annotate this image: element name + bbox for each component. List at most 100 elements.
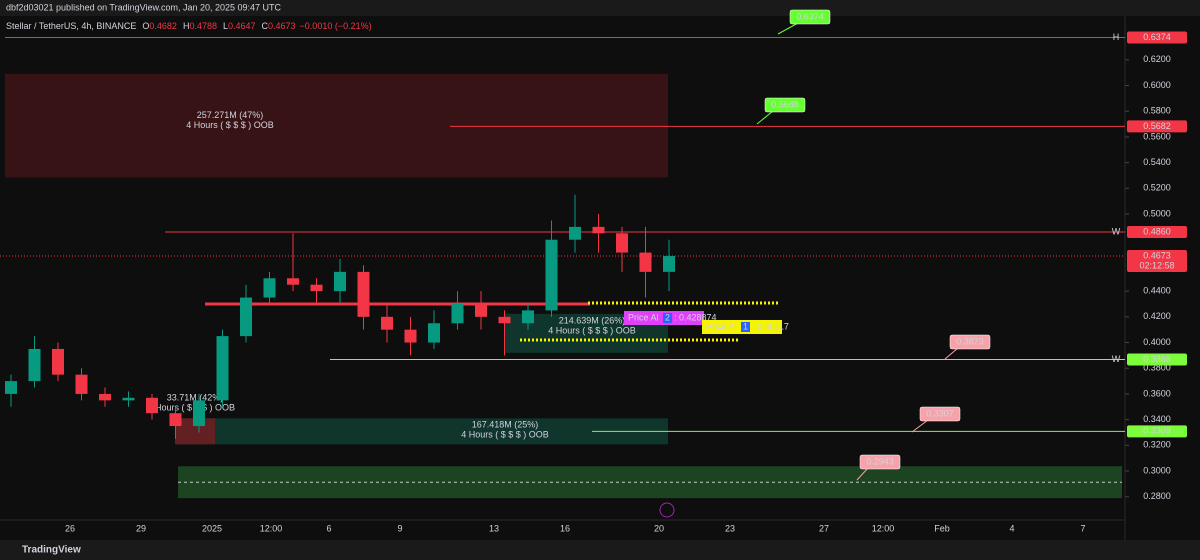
x-tick-label: 26 xyxy=(65,523,75,533)
alert-value: : 0.40117 xyxy=(752,321,789,331)
candle-body xyxy=(639,252,652,272)
candle-body xyxy=(216,336,229,401)
legend-item: 0.4647 xyxy=(228,21,256,31)
zone xyxy=(5,73,668,178)
y-tick-label: 0.5800 xyxy=(1143,106,1171,116)
zone-label: 4 Hours ( $ $ $ ) OOB xyxy=(186,120,274,130)
callout-box xyxy=(949,334,991,350)
y-tick-label: 0.3200 xyxy=(1143,440,1171,450)
candle-body xyxy=(569,226,581,240)
footer-bar xyxy=(0,540,1200,560)
legend-item: H xyxy=(183,21,190,31)
y-tick-label: 0.3000 xyxy=(1143,465,1171,475)
alert-num-bg xyxy=(741,322,750,332)
level-sub: 02:12:58 xyxy=(1139,260,1174,270)
candle-body xyxy=(28,348,41,382)
callout-label: 0.5688 xyxy=(771,99,799,109)
candle-body xyxy=(592,226,605,234)
x-tick-label: 4 xyxy=(1009,523,1014,533)
callout-label: 0.3307 xyxy=(926,408,954,418)
y-tick-label: 0.5600 xyxy=(1143,131,1171,141)
x-tick-label: 2025 xyxy=(202,523,222,533)
legend-item: 0.4788 xyxy=(189,21,217,31)
y-tick-label: 0.6200 xyxy=(1143,54,1171,64)
callout-pointer xyxy=(756,110,774,125)
candle-body xyxy=(404,329,417,343)
candle-body xyxy=(310,284,323,292)
level-tag: W xyxy=(1112,354,1121,364)
callout-box xyxy=(859,454,901,470)
level-label: 0.6374 xyxy=(1143,32,1171,42)
level-label-bg xyxy=(1127,120,1187,133)
zone xyxy=(178,466,1122,499)
y-tick-label: 0.5200 xyxy=(1143,183,1171,193)
x-tick-label: 20 xyxy=(654,523,664,533)
level-label-bg xyxy=(1127,353,1187,366)
header-text: dbf2d03021 published on TradingView.com,… xyxy=(6,2,282,12)
y-tick-label: 0.2800 xyxy=(1143,491,1171,501)
candle-body xyxy=(334,271,346,292)
callout-pointer xyxy=(944,347,959,360)
y-tick-label: 0.3400 xyxy=(1143,414,1171,424)
alert-num-bg xyxy=(663,313,672,323)
level-label: 0.4673 xyxy=(1143,250,1171,260)
candle-body xyxy=(193,400,205,427)
candle-body xyxy=(663,256,675,272)
callout-box xyxy=(919,406,961,422)
candle-body xyxy=(616,233,628,253)
level-tag: H xyxy=(1113,32,1120,42)
zone-label: 4 Hours ( $ $ $ ) OOB xyxy=(461,430,549,440)
candle-body xyxy=(451,303,464,324)
x-tick-label: 7 xyxy=(1080,523,1085,533)
candle-body xyxy=(146,397,158,414)
alert-name: Price Al xyxy=(628,312,659,322)
callout-pointer xyxy=(777,22,799,35)
callout-box xyxy=(764,97,806,113)
candle-body xyxy=(428,323,440,343)
x-tick-label: 12:00 xyxy=(872,523,895,533)
zone-label: 214.639M (26%) xyxy=(559,315,626,325)
legend-item: 0.4673 xyxy=(268,21,296,31)
legend-item: C xyxy=(262,21,269,31)
x-tick-label: 6 xyxy=(326,523,331,533)
level-label-bg xyxy=(1127,425,1187,438)
candle-body xyxy=(99,393,111,401)
level-label: 0.5682 xyxy=(1143,121,1171,131)
y-tick-label: 0.4000 xyxy=(1143,337,1171,347)
candle-body xyxy=(263,278,276,298)
y-tick-label: 0.4400 xyxy=(1143,286,1171,296)
legend-item: −0.0010 (−0.21%) xyxy=(300,21,372,31)
callout-label: 0.3873 xyxy=(956,336,984,346)
candle-body xyxy=(287,278,299,285)
x-tick-label: 29 xyxy=(136,523,146,533)
callout-label: 0.6374 xyxy=(796,11,824,21)
x-tick-label: 12:00 xyxy=(260,523,283,533)
candle-body xyxy=(75,374,88,394)
candle-body xyxy=(5,381,17,394)
zone-label: 4 Hours ( $ $ $ ) OOB xyxy=(548,325,636,335)
replay-icon[interactable] xyxy=(659,502,675,518)
x-tick-label: 23 xyxy=(725,523,735,533)
candle-body xyxy=(475,303,487,317)
y-tick-label: 0.4200 xyxy=(1143,311,1171,321)
level-label: 0.3868 xyxy=(1143,354,1171,364)
alert-num: 1 xyxy=(743,321,748,331)
callout-pointer xyxy=(856,467,869,481)
callout-pointer xyxy=(911,419,929,433)
legend: Stellar / TetherUS, 4h, BINANCE O0.4682 H0… xyxy=(6,21,372,31)
level-label: 0.3309 xyxy=(1143,426,1171,436)
candle-body xyxy=(52,348,64,375)
alert-num: 2 xyxy=(665,312,670,322)
footer-logo: TradingView xyxy=(22,545,81,556)
candle-body xyxy=(122,397,135,401)
level-label-bg xyxy=(1127,31,1187,44)
level-label: 0.4860 xyxy=(1143,226,1171,236)
legend-item: L xyxy=(223,21,228,31)
legend-item: 0.4682 xyxy=(149,21,177,31)
x-tick-label: 16 xyxy=(560,523,570,533)
x-tick-label: 9 xyxy=(397,523,402,533)
zone xyxy=(175,418,668,445)
zone-label: 167.418M (25%) xyxy=(472,420,539,430)
y-tick-label: 0.3800 xyxy=(1143,363,1171,373)
alert-value: : 0.428874 xyxy=(674,312,717,322)
